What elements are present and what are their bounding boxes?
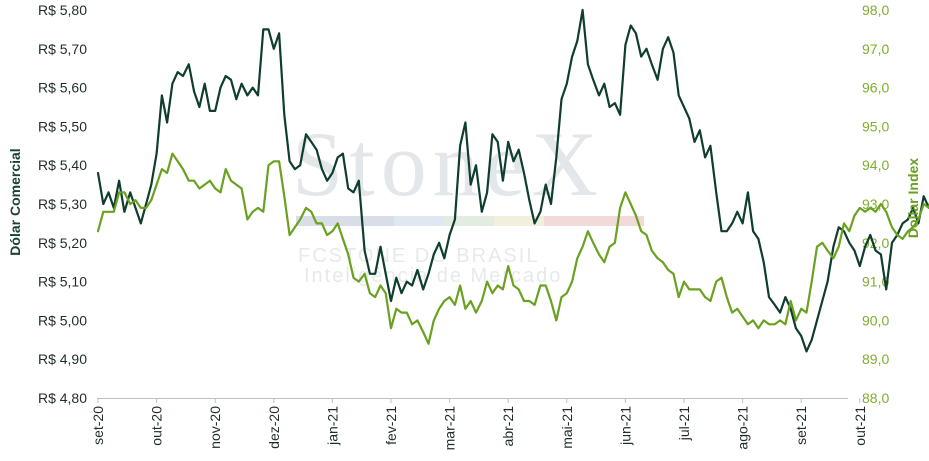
y-left-tick-label: R$ 5,30 [38, 196, 87, 212]
y-left-tick-label: R$ 5,10 [38, 274, 87, 290]
y-right-tick-label: 95,0 [862, 118, 889, 134]
dollar-index-line [96, 152, 929, 345]
x-tick-label: ago-21 [735, 406, 751, 450]
y-right-tick-label: 89,0 [862, 351, 889, 367]
y-left-tick-label: R$ 4,90 [38, 351, 87, 367]
x-tick-label: mar-21 [442, 406, 458, 451]
x-tick-label: out-21 [852, 406, 868, 446]
y-right-tick-label: 91,0 [862, 274, 889, 290]
watermark-brand: StoneX [292, 113, 604, 215]
y-left-tick-label: R$ 5,40 [38, 157, 87, 173]
x-tick-label: dez-20 [266, 406, 282, 449]
watermark-bar-4 [494, 216, 544, 226]
y-left-tick-label: R$ 5,80 [38, 2, 87, 18]
y-left-tick-label: R$ 5,60 [38, 80, 87, 96]
dolar-comercial-line [96, 8, 929, 353]
x-tick-label: set-21 [793, 406, 809, 445]
x-tick-label: out-20 [149, 406, 165, 446]
y-axis-left-label: Dólar Comercial [7, 148, 23, 255]
y-left-tick-label: R$ 4,80 [38, 390, 87, 406]
y-right-tick-label: 88,0 [862, 390, 889, 406]
watermark-bar-5 [544, 216, 644, 226]
y-right-tick-label: 97,0 [862, 41, 889, 57]
x-tick-label: jun-21 [617, 406, 633, 446]
series-layer [96, 8, 929, 353]
y-left-tick-label: R$ 5,70 [38, 41, 87, 57]
x-tick-label: mai-21 [559, 406, 575, 449]
x-tick-label: set-20 [90, 406, 106, 445]
y-right-tick-label: 98,0 [862, 2, 889, 18]
axes: R$ 4,80 R$ 4,90 R$ 5,00 R$ 5,10 R$ 5,20 R$ 5,… [38, 2, 890, 450]
y-right-tick-label: 96,0 [862, 80, 889, 96]
y-left-tick-label: R$ 5,20 [38, 235, 87, 251]
watermark: StoneX FCSTONE DO BRASIL Inteligência de… [292, 113, 644, 287]
y-axis-right-label: Dollar Index [905, 158, 921, 238]
watermark-bar-2 [394, 216, 444, 226]
x-tick-label: nov-20 [207, 406, 223, 449]
y-right-tick-label: 90,0 [862, 312, 889, 328]
watermark-bar-3 [444, 216, 494, 226]
y-left-tick-label: R$ 5,00 [38, 312, 87, 328]
watermark-sub1: FCSTONE DO BRASIL [298, 245, 539, 267]
watermark-sub2: Inteligência de Mercado [304, 265, 562, 287]
y-left-tick-label: R$ 5,50 [38, 118, 87, 134]
x-tick-label: jan-21 [324, 406, 340, 446]
y-right-tick-label: 94,0 [862, 157, 889, 173]
x-tick-label: abr-21 [500, 406, 516, 447]
x-tick-label: jul-21 [676, 406, 692, 441]
watermark-bar-1 [296, 216, 394, 226]
x-tick-label: fev-21 [383, 406, 399, 445]
